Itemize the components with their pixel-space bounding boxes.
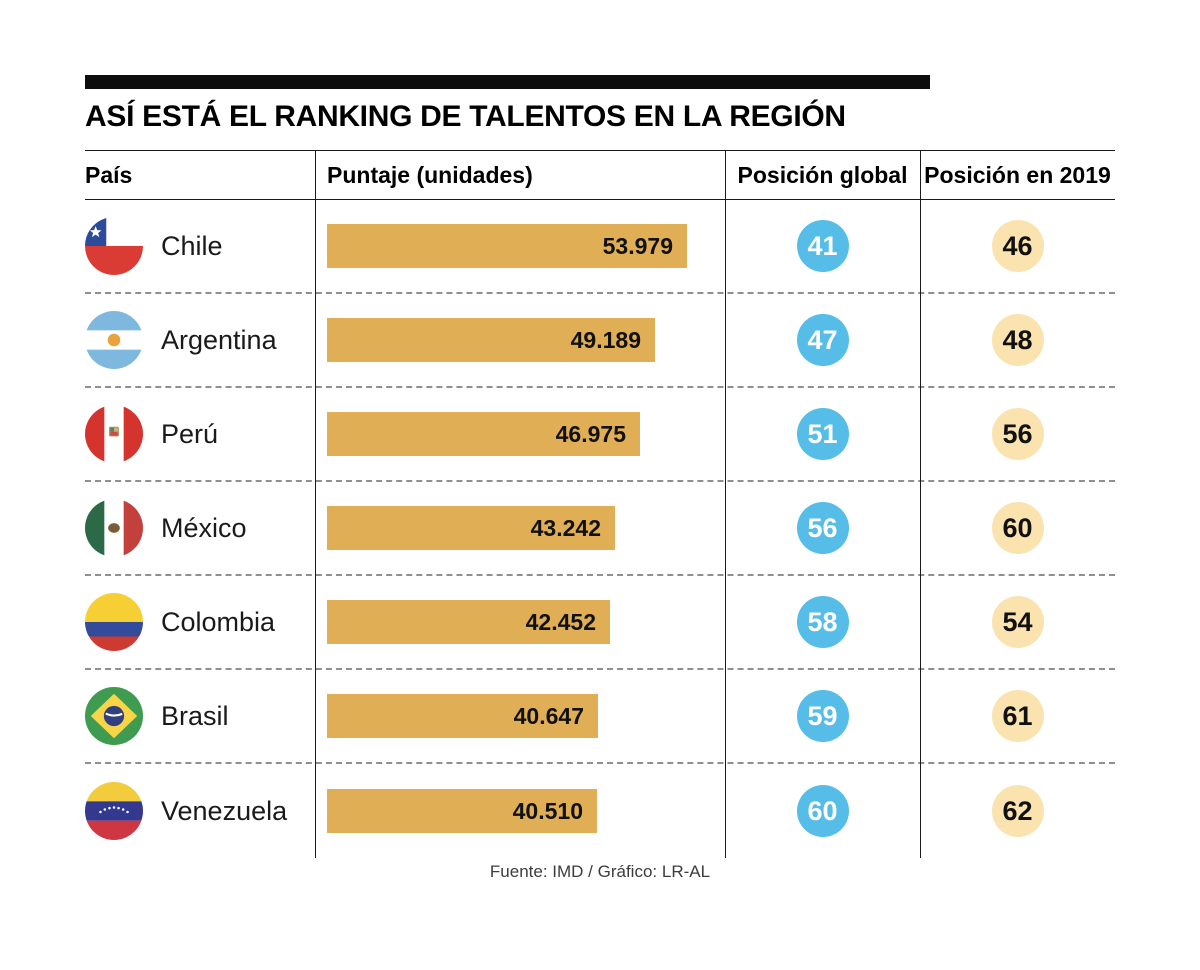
country-cell: Brasil (85, 687, 315, 745)
position-2019-cell: 46 (920, 220, 1115, 272)
score-value: 43.242 (530, 514, 601, 541)
score-value: 40.647 (513, 702, 584, 729)
position-2019-badge: 48 (991, 314, 1044, 366)
mexico-flag-icon (85, 499, 143, 557)
country-cell: Perú (85, 405, 315, 463)
position-2019-badge: 60 (991, 502, 1044, 554)
position-2019-cell: 56 (920, 408, 1115, 460)
column-header-position-2019: Posición en 2019 (924, 161, 1111, 188)
position-2019-cell: 60 (920, 502, 1115, 554)
source-credit: Fuente: IMD / Gráfico: LR-AL (489, 862, 711, 881)
global-position-badge: 41 (796, 220, 849, 272)
country-cell: Chile (85, 217, 315, 275)
argentina-flag-icon (85, 311, 143, 369)
table-header: País Puntaje (unidades) Posición global … (85, 150, 1115, 200)
column-divider (725, 150, 726, 858)
global-position-badge: 60 (796, 785, 849, 837)
score-value: 42.452 (525, 608, 596, 635)
brasil-flag-icon (85, 687, 143, 745)
score-value: 46.975 (555, 420, 626, 447)
global-position-cell: 59 (725, 690, 920, 742)
country-label: Venezuela (161, 795, 288, 826)
score-cell: 40.647 (315, 694, 725, 738)
score-cell: 46.975 (315, 412, 725, 456)
score-bar: 42.452 (327, 600, 610, 644)
score-cell: 40.510 (315, 789, 725, 833)
score-bar: 53.979 (327, 224, 687, 268)
column-header-global-position: Posición global (737, 161, 908, 188)
global-position-cell: 51 (725, 408, 920, 460)
position-2019-cell: 61 (920, 690, 1115, 742)
score-cell: 43.242 (315, 506, 725, 550)
global-position-badge: 59 (796, 690, 849, 742)
global-position-cell: 56 (725, 502, 920, 554)
page-title: ASÍ ESTÁ EL RANKING DE TALENTOS EN LA RE… (85, 100, 846, 133)
country-cell: Venezuela (85, 782, 315, 840)
position-2019-badge: 56 (991, 408, 1044, 460)
global-position-cell: 60 (725, 785, 920, 837)
position-2019-badge: 61 (991, 690, 1044, 742)
table-row: Colombia 42.452 58 54 (85, 576, 1115, 670)
position-2019-cell: 62 (920, 785, 1115, 837)
table-row: Venezuela 40.510 60 62 (85, 764, 1115, 858)
country-label: Colombia (161, 606, 276, 637)
column-header-country: País (85, 161, 133, 188)
column-divider (315, 150, 316, 858)
table-row: Chile 53.979 41 46 (85, 200, 1115, 294)
colombia-flag-icon (85, 593, 143, 651)
position-2019-badge: 46 (991, 220, 1044, 272)
top-rule (85, 75, 930, 89)
score-bar: 43.242 (327, 506, 615, 550)
country-cell: Colombia (85, 593, 315, 651)
column-divider (920, 150, 921, 858)
venezuela-flag-icon (85, 782, 143, 840)
position-2019-cell: 54 (920, 596, 1115, 648)
score-bar: 40.647 (327, 694, 598, 738)
score-bar: 46.975 (327, 412, 640, 456)
score-cell: 49.189 (315, 318, 725, 362)
column-header-score: Puntaje (unidades) (327, 161, 533, 188)
position-2019-badge: 54 (991, 596, 1044, 648)
country-label: Chile (161, 230, 223, 261)
position-2019-cell: 48 (920, 314, 1115, 366)
global-position-badge: 47 (796, 314, 849, 366)
score-cell: 53.979 (315, 224, 725, 268)
score-cell: 42.452 (315, 600, 725, 644)
score-value: 53.979 (602, 232, 673, 259)
country-cell: Argentina (85, 311, 315, 369)
country-label: Brasil (161, 700, 229, 731)
global-position-badge: 56 (796, 502, 849, 554)
table-row: México 43.242 56 60 (85, 482, 1115, 576)
global-position-cell: 47 (725, 314, 920, 366)
score-bar: 40.510 (327, 789, 597, 833)
global-position-cell: 58 (725, 596, 920, 648)
table-row: Perú 46.975 51 56 (85, 388, 1115, 482)
table-row: Argentina 49.189 47 48 (85, 294, 1115, 388)
global-position-badge: 58 (796, 596, 849, 648)
score-value: 49.189 (570, 326, 641, 353)
score-bar: 49.189 (327, 318, 655, 362)
country-label: México (161, 512, 247, 543)
global-position-badge: 51 (796, 408, 849, 460)
peru-flag-icon (85, 405, 143, 463)
score-value: 40.510 (512, 797, 583, 824)
country-cell: México (85, 499, 315, 557)
chile-flag-icon (85, 217, 143, 275)
country-label: Argentina (161, 324, 277, 355)
country-label: Perú (161, 418, 219, 449)
table-row: Brasil 40.647 59 61 (85, 670, 1115, 764)
global-position-cell: 41 (725, 220, 920, 272)
position-2019-badge: 62 (991, 785, 1044, 837)
ranking-table: País Puntaje (unidades) Posición global … (85, 150, 1115, 858)
